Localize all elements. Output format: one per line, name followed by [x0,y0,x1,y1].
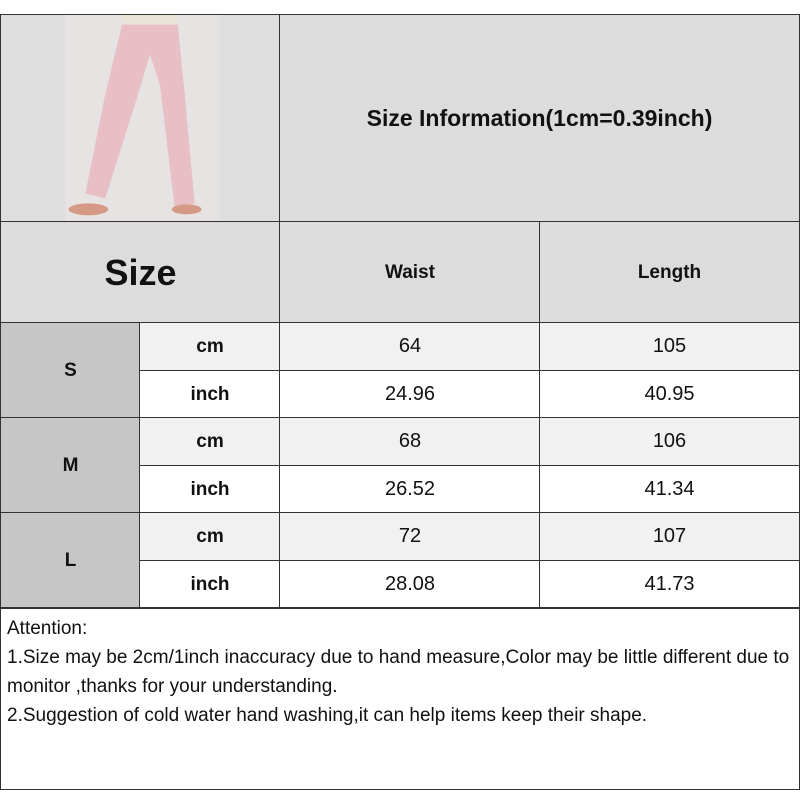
unit-cell: cm [139,322,281,371]
size-header-label: Size [104,251,177,293]
unit-label: inch [190,478,230,500]
size-cell: L [0,512,141,609]
waist-value: 24.96 [279,370,541,419]
waist-value: 64 [279,322,541,371]
waist-value-text: 26.52 [384,478,436,500]
unit-cell: cm [139,512,281,561]
length-value: 106 [539,417,800,466]
length-value: 107 [539,512,800,561]
waist-value: 26.52 [279,465,541,514]
unit-label: inch [190,573,230,595]
length-value-text: 41.73 [644,573,695,595]
waist-value-text: 28.08 [384,573,436,595]
length-value-text: 106 [652,430,687,452]
size-header: Size [0,221,281,324]
title-cell: Size Information(1cm=0.39inch) [279,14,800,223]
length-value-text: 41.34 [644,478,695,500]
waist-value-text: 64 [398,335,422,357]
product-photo [0,14,281,223]
length-label: Length [637,261,702,283]
length-value: 105 [539,322,800,371]
length-value: 41.73 [539,560,800,609]
waist-label: Waist [385,261,435,283]
waist-value: 28.08 [279,560,541,609]
page-title: Size Information(1cm=0.39inch) [366,105,713,131]
unit-cell: cm [139,417,281,466]
unit-cell: inch [139,560,281,609]
unit-label: cm [196,430,224,452]
waist-value-text: 24.96 [384,383,436,405]
length-value: 40.95 [539,370,800,419]
size-cell: M [0,417,141,514]
unit-label: cm [196,525,224,547]
attention-line: 1.Size may be 2cm/1inch inaccuracy due t… [7,647,790,697]
waist-value-text: 72 [398,525,422,547]
column-header-waist: Waist [279,221,541,324]
length-value-text: 40.95 [644,383,695,405]
unit-label: cm [196,335,224,357]
size-label: S [64,359,77,381]
length-value-text: 107 [652,525,687,547]
unit-label: inch [190,383,230,405]
column-header-length: Length [539,221,800,324]
length-value: 41.34 [539,465,800,514]
attention-line: 2.Suggestion of cold water hand washing,… [7,705,648,726]
unit-cell: inch [139,370,281,419]
size-label: L [64,549,77,571]
size-label: M [62,454,79,476]
waist-value-text: 68 [398,430,422,452]
size-cell: S [0,322,141,419]
waist-value: 68 [279,417,541,466]
attention-heading: Attention: [7,618,88,639]
pants-image [1,15,280,222]
length-value-text: 105 [652,335,687,357]
attention-note: Attention: 1.Size may be 2cm/1inch inacc… [0,607,800,790]
waist-value: 72 [279,512,541,561]
unit-cell: inch [139,465,281,514]
